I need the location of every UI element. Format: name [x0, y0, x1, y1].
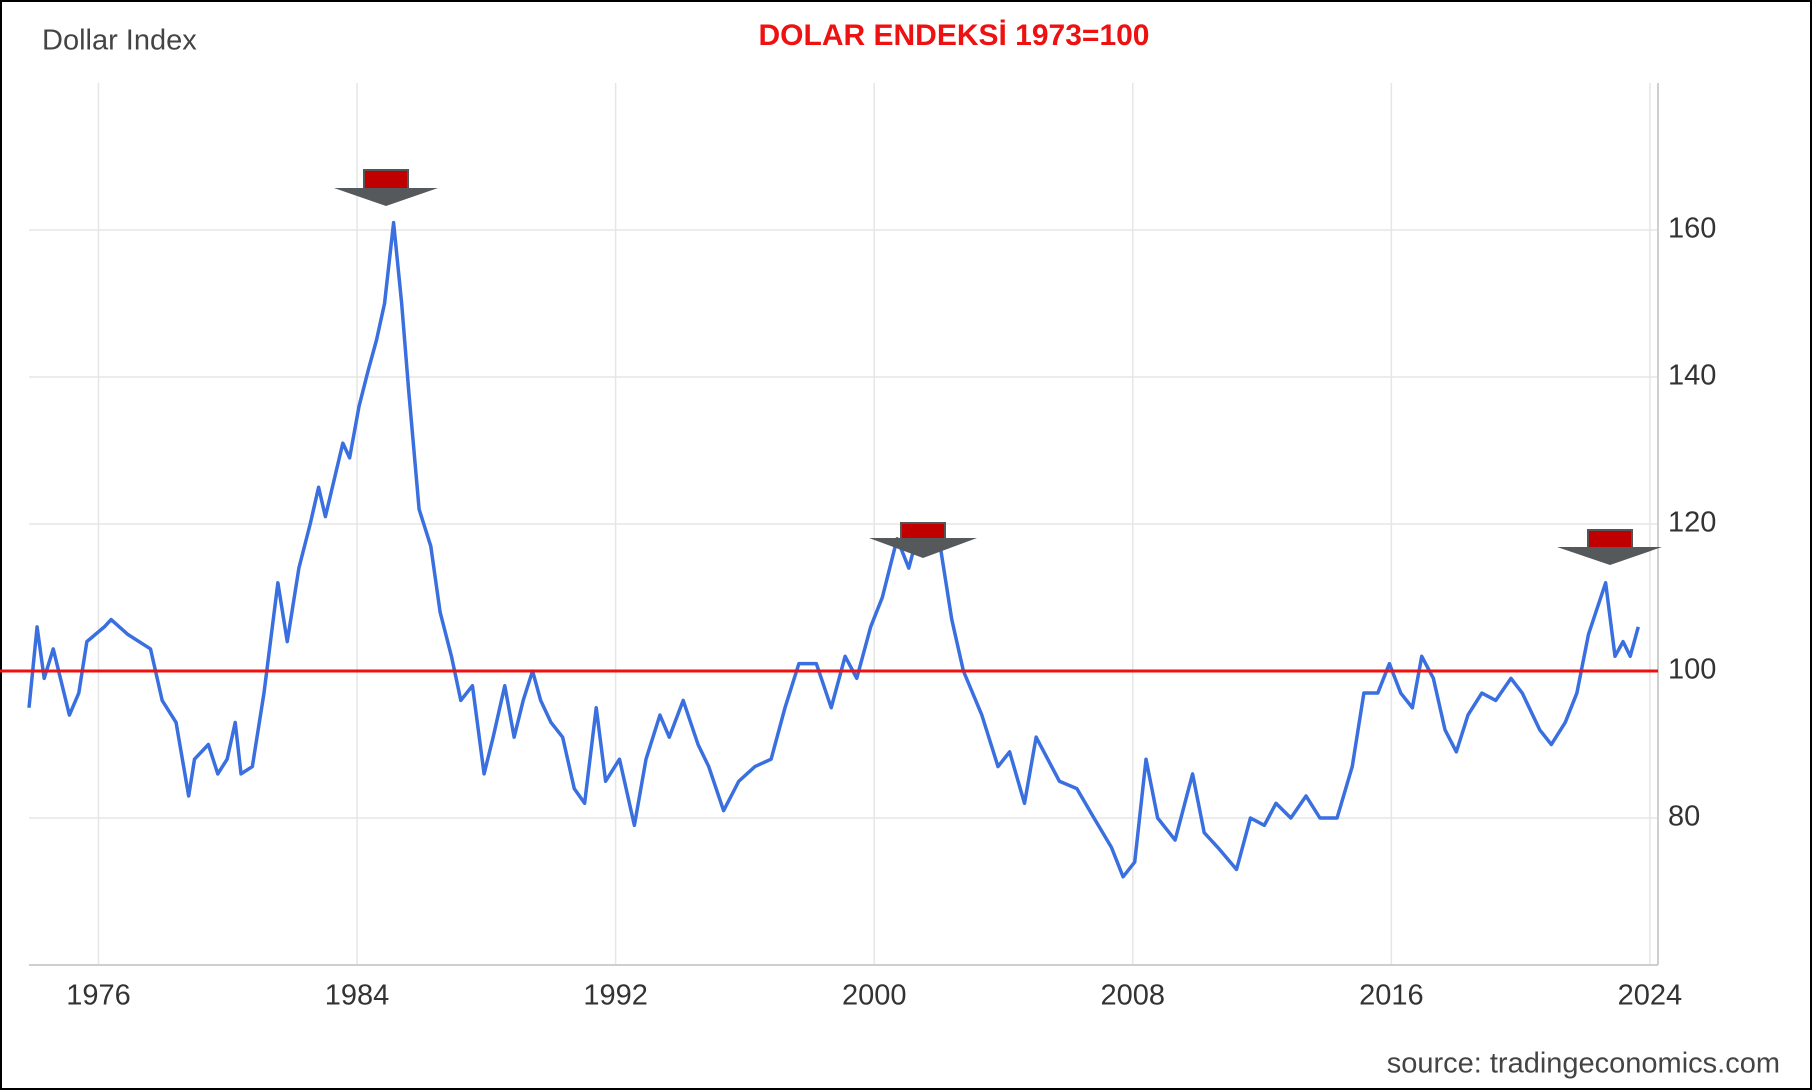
x-tick-label: 2024 — [1618, 980, 1683, 1012]
x-tick-label: 1992 — [583, 980, 648, 1012]
axis-label: Dollar Index — [42, 25, 197, 57]
arrows — [334, 169, 1662, 565]
x-tick-label: 1976 — [66, 980, 131, 1012]
grid: 80 100 120 140 160 1976 1984 1992 2000 2008 2016 20… — [29, 83, 1716, 1012]
arrow — [334, 169, 438, 206]
source: source: tradingeconomics.com — [1387, 1048, 1780, 1080]
chart-title: DOLAR ENDEKSİ 1973=100 — [759, 19, 1150, 52]
plot — [0, 220, 1658, 879]
arrow — [869, 522, 977, 558]
arrow — [1557, 529, 1662, 565]
data-line — [27, 220, 1640, 879]
x-tick-label: 2000 — [842, 980, 907, 1012]
y-tick-label: 140 — [1668, 360, 1716, 392]
y-tick-label: 100 — [1668, 654, 1716, 686]
x-tick-label: 2016 — [1359, 980, 1424, 1012]
x-tick-label: 2008 — [1101, 980, 1166, 1012]
x-tick-label: 1984 — [325, 980, 390, 1012]
y-tick-label: 80 — [1668, 801, 1700, 833]
y-tick-label: 120 — [1668, 507, 1716, 539]
y-tick-label: 160 — [1668, 213, 1716, 245]
